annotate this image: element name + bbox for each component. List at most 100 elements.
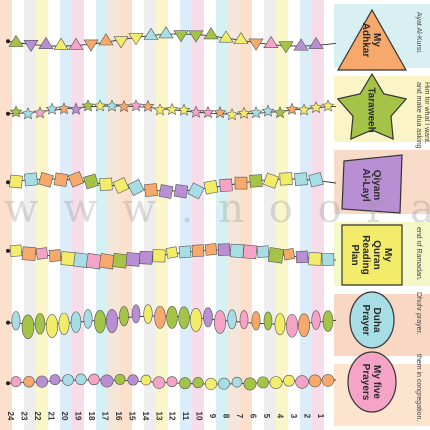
- bead-star: [81, 99, 95, 112]
- bead-circle: [192, 377, 204, 389]
- bead-diamond: [203, 179, 219, 195]
- bead-square: [125, 252, 141, 267]
- label-tag-text: Prayer: [360, 304, 371, 335]
- bead-circle: [243, 377, 257, 391]
- bead-star: [237, 106, 251, 119]
- label-tag-text: My: [382, 248, 393, 262]
- bead-diamond: [158, 184, 174, 199]
- bead-diamond: [249, 174, 263, 188]
- bead-star: [249, 106, 263, 119]
- bead-circle: [308, 374, 322, 388]
- row-note-line: and make dua asking: [415, 82, 422, 149]
- bunting-triangle: [128, 33, 144, 46]
- bunting-triangle: [248, 38, 264, 51]
- bunting-triangle: [308, 36, 324, 49]
- label-tag-text-group: Taraweeh: [366, 87, 377, 132]
- label-tag-text: Adhkar: [360, 23, 371, 58]
- bead-star: [201, 105, 215, 119]
- label-tag-shape: [347, 351, 397, 413]
- bead-circle: [321, 374, 335, 387]
- bead-pebble: [21, 314, 35, 340]
- day-number: 7: [235, 414, 244, 419]
- label-tag-text: Qiyam: [371, 170, 382, 201]
- bead-pebble: [70, 311, 82, 333]
- bead-circle: [166, 376, 178, 388]
- bead-star: [273, 105, 287, 119]
- day-number: 1: [316, 414, 325, 419]
- garland-anchor: [6, 180, 10, 185]
- bead-circle: [218, 377, 230, 390]
- bead-square: [242, 244, 258, 260]
- bead-circle: [140, 374, 152, 386]
- bead-star: [57, 102, 71, 115]
- row-note-line: end of Ramadan.: [415, 227, 422, 281]
- row-note-line: Dhuhr prayer.: [415, 292, 422, 334]
- label-tag-shape: [336, 8, 408, 71]
- bead-diamond: [38, 172, 54, 188]
- bead-diamond: [308, 172, 324, 188]
- day-number: 24: [6, 412, 15, 421]
- bead-diamond: [173, 183, 189, 199]
- bead-circle: [88, 373, 100, 386]
- bead-star: [69, 102, 83, 115]
- bead-pebble: [34, 313, 46, 335]
- bead-diamond: [83, 173, 99, 190]
- bead-diamond: [127, 179, 145, 196]
- row-note: them in congregation.: [415, 354, 422, 421]
- bead-square: [267, 247, 285, 264]
- day-number: 13: [154, 412, 163, 421]
- bead-circle: [257, 376, 269, 389]
- label-tag-shape: [341, 154, 403, 214]
- bunting-triangle: [83, 39, 99, 52]
- day-number: 9: [208, 414, 217, 419]
- bead-square: [204, 243, 218, 256]
- bead-diamond: [294, 172, 308, 186]
- bunting-triangle: [188, 30, 204, 43]
- bead-circle: [100, 374, 114, 388]
- bead-pebble: [178, 306, 190, 330]
- bead-star: [33, 106, 47, 119]
- bead-circle: [62, 374, 74, 386]
- bead-circle: [23, 375, 35, 388]
- bead-pebble: [83, 309, 93, 329]
- bead-pebble: [94, 310, 106, 334]
- day-number: 10: [195, 412, 204, 421]
- bead-square: [21, 246, 37, 262]
- bead-star: [129, 99, 143, 112]
- day-number: 22: [33, 412, 42, 421]
- day-number: 23: [20, 412, 29, 421]
- bunting-triangle: [53, 37, 69, 50]
- bunting-triangle: [293, 38, 309, 51]
- bead-square: [321, 253, 335, 266]
- day-number: 3: [289, 414, 298, 419]
- bead-circle: [179, 377, 191, 390]
- bead-square: [60, 251, 76, 267]
- day-number: 19: [73, 412, 82, 421]
- bead-pebble: [166, 306, 178, 329]
- label-tag-text: My five: [371, 365, 382, 399]
- bunting-triangle: [203, 27, 219, 40]
- bead-diamond: [219, 178, 233, 193]
- bead-diamond: [262, 172, 280, 189]
- label-tag-text: Prayers: [360, 364, 371, 401]
- bead-square: [256, 245, 270, 259]
- bead-square: [48, 249, 62, 262]
- bead-pebble: [131, 304, 141, 324]
- bead-pebble: [239, 310, 249, 330]
- day-number: 8: [222, 414, 231, 419]
- bead-pebble: [189, 308, 203, 332]
- bead-star: [213, 105, 227, 119]
- day-number: 17: [100, 412, 109, 421]
- bead-square: [191, 244, 205, 258]
- bead-square: [139, 250, 153, 265]
- bead-pebble: [214, 310, 226, 334]
- bead-square: [282, 248, 296, 261]
- bead-pebble: [143, 304, 153, 324]
- watermark-text: w w w . n o o r a r t . c: [4, 186, 430, 232]
- bunting-triangle: [233, 31, 249, 45]
